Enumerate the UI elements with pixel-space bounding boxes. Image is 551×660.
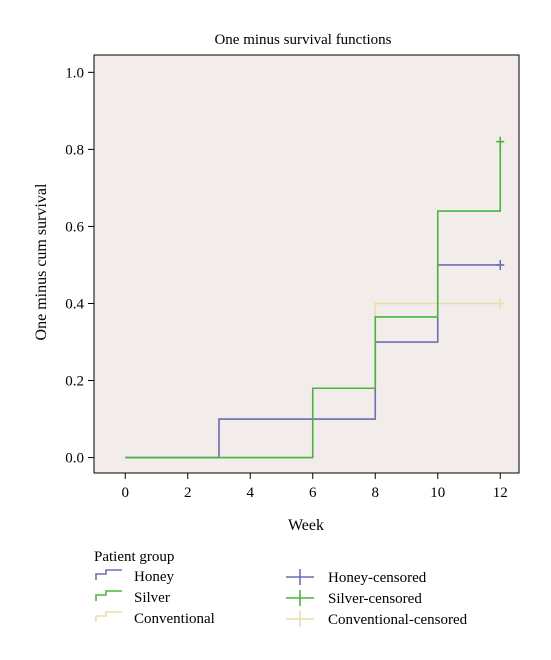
legend-label-silver-censored: Silver-censored xyxy=(328,591,422,607)
legend: Patient group Honey Honey-censored Silver S… xyxy=(94,549,468,628)
x-tick-label: 12 xyxy=(493,485,508,501)
legend-censor-mark-silver xyxy=(286,590,314,606)
series-line-silver xyxy=(125,141,502,459)
series-layer xyxy=(125,136,505,459)
chart-title: One minus survival functions xyxy=(214,32,391,48)
x-tick-label: 2 xyxy=(184,485,192,501)
y-tick-label: 0.8 xyxy=(65,142,84,158)
legend-censor-mark-honey xyxy=(286,569,314,585)
x-tick-label: 0 xyxy=(122,485,130,501)
legend-swatch-silver xyxy=(95,590,122,601)
x-axis: 0 2 4 6 8 10 12 xyxy=(122,473,508,501)
plot-area xyxy=(93,54,520,474)
censor-mark-conventional xyxy=(496,298,505,309)
legend-label-conventional-censored: Conventional-censored xyxy=(328,612,468,628)
y-axis: 0.0 0.2 0.4 0.6 0.8 1.0 xyxy=(65,65,94,467)
y-tick-label: 0.4 xyxy=(65,296,84,312)
y-tick-label: 0.0 xyxy=(65,451,84,467)
x-tick-label: 6 xyxy=(309,485,317,501)
legend-label-conventional: Conventional xyxy=(134,611,215,627)
legend-label-silver: Silver xyxy=(134,590,170,606)
censor-mark-silver xyxy=(496,136,505,147)
x-tick-label: 4 xyxy=(247,485,255,501)
x-tick-label: 10 xyxy=(430,485,445,501)
y-tick-label: 0.6 xyxy=(65,219,84,235)
legend-title: Patient group xyxy=(94,549,174,565)
legend-swatch-conventional xyxy=(95,611,122,622)
legend-label-honey: Honey xyxy=(134,569,174,585)
y-tick-label: 0.2 xyxy=(65,374,84,390)
y-axis-label: One minus cum survival xyxy=(33,183,50,340)
legend-label-honey-censored: Honey-censored xyxy=(328,570,427,586)
y-tick-label: 1.0 xyxy=(65,65,84,81)
censor-mark-honey xyxy=(496,259,505,270)
legend-swatch-honey xyxy=(95,569,122,580)
x-axis-label: Week xyxy=(288,517,324,534)
legend-censor-mark-conventional xyxy=(286,611,314,627)
x-tick-label: 8 xyxy=(372,485,380,501)
